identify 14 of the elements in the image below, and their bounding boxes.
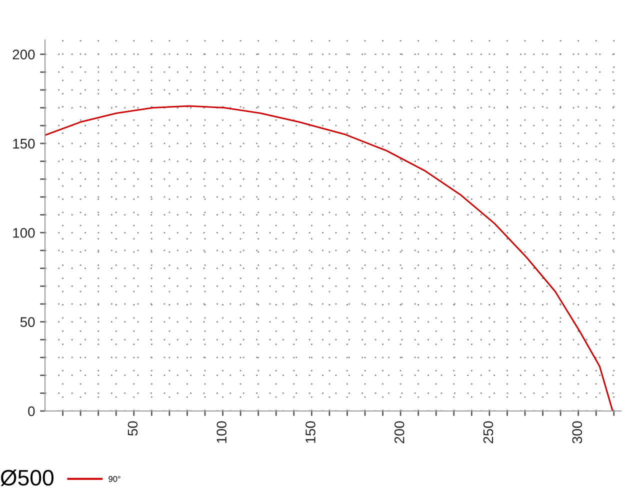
y-tick-label: 150 (13, 138, 35, 149)
y-tick-label: 100 (13, 228, 35, 238)
y-tick-label: 50 (20, 317, 35, 327)
y-tick-label: 200 (12, 50, 35, 60)
legend-title: Ø500 (0, 469, 54, 486)
x-tick-label: 150 (306, 421, 316, 443)
x-tick-label: 100 (216, 421, 227, 443)
y-tick-label: 0 (28, 406, 35, 416)
x-tick-label: 200 (394, 421, 404, 444)
x-tick-label: 300 (572, 421, 582, 444)
x-tick-label: 50 (128, 421, 138, 436)
line-series (45, 105, 614, 411)
legend-label: 90° (108, 476, 120, 482)
x-tick-label: 250 (483, 421, 494, 444)
